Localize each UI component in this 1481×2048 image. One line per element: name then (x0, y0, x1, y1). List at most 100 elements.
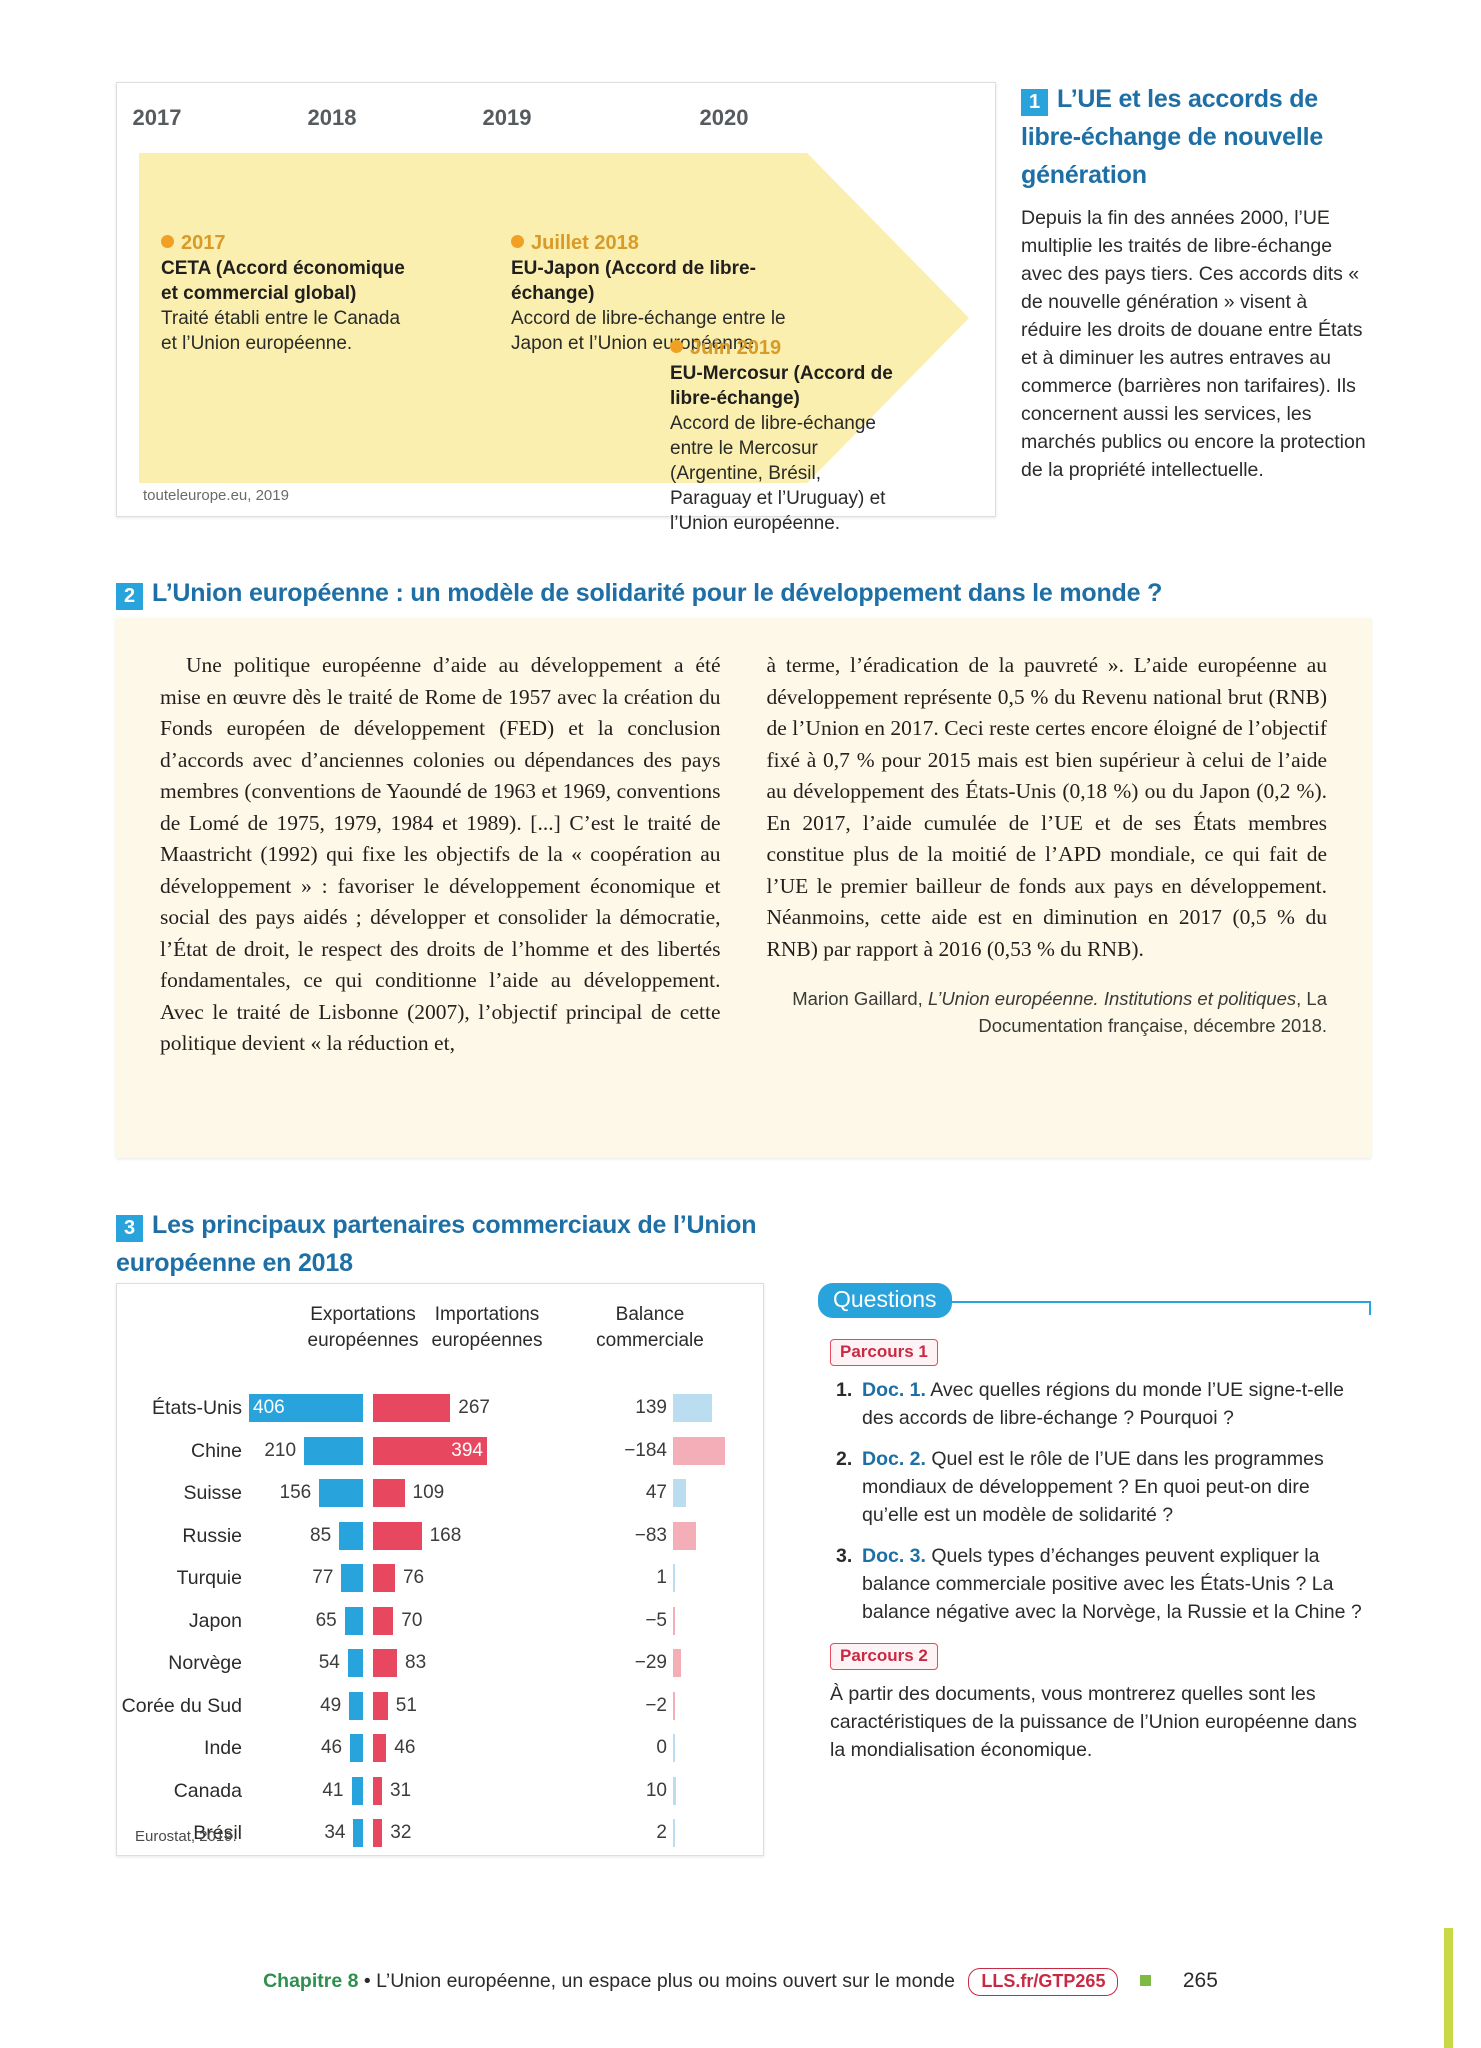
chart-header-balance: Balance commerciale (596, 1302, 704, 1354)
chart-import-value: 31 (389, 1779, 412, 1801)
chart-export-group: 210 (249, 1436, 363, 1465)
chart-row: Canada 41 31 10 (117, 1771, 763, 1814)
doc2-columns: Une politique européenne d’aide au dével… (160, 650, 1327, 1060)
doc3-heading: 3 Les principaux partenaires commerciaux … (116, 1208, 816, 1284)
parcours-2-text: À partir des documents, vous montrerez q… (830, 1683, 1357, 1761)
chart-balance-group: 47 (547, 1479, 727, 1507)
chart-balance-group: −29 (547, 1649, 727, 1677)
timeline-event-date: 2017 (181, 232, 226, 254)
questions-rule-cap (1369, 1301, 1371, 1315)
question-number: 2. (836, 1448, 853, 1470)
chart-balance-value: −29 (634, 1652, 667, 1673)
chart-export-value: 49 (320, 1694, 342, 1716)
timeline-event-eu-japon: Juillet 2018 EU-Japon (Accord de libre-é… (511, 231, 821, 356)
chart-export-group: 54 (249, 1649, 363, 1677)
timeline-band (139, 153, 969, 483)
question-item-3: 3. Doc. 3. Quels types d’échanges peuvent… (818, 1542, 1371, 1626)
chart-header-line2: commerciale (596, 1330, 704, 1351)
chart-source: Eurostat, 2019. (135, 1828, 237, 1845)
chart-export-value: 41 (322, 1779, 344, 1801)
chart-balance-group: −83 (547, 1521, 727, 1550)
chart-export-group: 34 (249, 1819, 363, 1847)
partners-bar-chart: Exportations européennes Importations eu… (116, 1283, 764, 1856)
chart-balance-group: 139 (547, 1394, 727, 1422)
chart-export-bar (347, 1649, 363, 1677)
chart-export-bar (339, 1521, 363, 1550)
chart-import-bar (373, 1479, 405, 1507)
chart-import-group: 267 (373, 1394, 490, 1422)
questions-list: 1. Doc. 1. Avec quelles régions du monde … (818, 1376, 1371, 1626)
timeline-year-axis: 2017 2018 2019 2020 (117, 105, 995, 175)
chart-import-group: 70 (373, 1606, 487, 1635)
doc2-credit: Marion Gaillard, L’Union européenne. Ins… (767, 985, 1327, 1039)
timeline-event-date: Juin 2019 (690, 337, 782, 359)
chart-balance-bar (673, 1606, 675, 1635)
chart-balance-group: −5 (547, 1606, 727, 1635)
chart-import-value: 83 (405, 1652, 427, 1673)
footer-chapter-title: L’Union européenne, un espace plus ou mo… (376, 1970, 955, 1992)
chart-export-bar (249, 1394, 363, 1422)
question-item-2: 2. Doc. 2. Quel est le rôle de l’UE dans … (818, 1445, 1371, 1529)
chart-export-value: 210 (264, 1439, 297, 1461)
question-doc-ref[interactable]: Doc. 1. (862, 1379, 926, 1401)
chart-export-group: 65 (249, 1606, 363, 1635)
question-doc-ref[interactable]: Doc. 2. (862, 1448, 926, 1470)
chart-export-group: 46 (249, 1734, 363, 1762)
chart-header-exportations: Exportations européennes (308, 1302, 419, 1354)
chart-export-group: 406 (249, 1394, 363, 1422)
parcours-2-badge: Parcours 2 (830, 1643, 938, 1670)
timeline-year-2020: 2020 (699, 105, 749, 130)
chart-import-bar (373, 1436, 487, 1465)
chart-export-value: 65 (315, 1609, 337, 1631)
chart-import-bar (373, 1564, 395, 1592)
footer-lls-code[interactable]: LLS.fr/GTP265 (968, 1968, 1119, 1996)
chart-import-bar (373, 1691, 388, 1720)
timeline-event-date: Juillet 2018 (531, 232, 639, 254)
parcours-1-badge: Parcours 1 (830, 1339, 938, 1366)
bullet-dot-icon (511, 235, 524, 248)
chart-balance-value: −184 (624, 1439, 667, 1461)
chart-balance-group: −184 (547, 1436, 727, 1465)
chart-import-bar (373, 1394, 451, 1422)
chart-import-value: 267 (458, 1397, 490, 1418)
doc2-credit-rest: , La Documentation française, décembre 2… (978, 988, 1327, 1036)
chart-export-value: 46 (320, 1737, 343, 1758)
chart-import-group: 76 (373, 1564, 487, 1592)
chart-export-value: 156 (279, 1482, 312, 1503)
chart-balance-value: 0 (656, 1737, 667, 1758)
question-text: Avec quelles régions du monde l’UE signe… (862, 1379, 1344, 1429)
chart-export-bar (351, 1776, 363, 1805)
bullet-dot-icon (161, 235, 174, 248)
chart-row: Brésil 34 32 2 (117, 1813, 763, 1856)
chart-import-group: 32 (373, 1819, 487, 1847)
question-number: 3. (836, 1545, 853, 1567)
chart-balance-bar (673, 1691, 675, 1720)
chart-balance-bar (673, 1521, 697, 1550)
chart-row-label: Brésil (193, 1822, 242, 1844)
chart-balance-value: 1 (656, 1567, 667, 1588)
chart-balance-bar (673, 1734, 675, 1762)
chart-import-group: 109 (373, 1479, 487, 1507)
chart-balance-bar (673, 1394, 713, 1422)
chart-export-bar (350, 1734, 363, 1762)
doc1-heading: 1 L’UE et les accords de libre-échange de… (1021, 82, 1371, 196)
bullet-dot-icon (670, 340, 683, 353)
chart-balance-bar (673, 1819, 675, 1847)
chart-row-label: Canada (173, 1779, 242, 1802)
timeline-year-2019: 2019 (482, 105, 532, 130)
chart-row-label: Russie (182, 1524, 242, 1547)
doc2-column-right: à terme, l’éradication de la pauvreté ».… (767, 650, 1328, 1060)
chart-header-line2: européennes (431, 1330, 543, 1351)
chart-import-group: 394 (373, 1436, 487, 1465)
doc1-number-badge: 1 (1021, 89, 1048, 117)
chart-import-bar (373, 1734, 387, 1762)
chart-export-group: 49 (249, 1691, 363, 1720)
chart-import-bar (373, 1776, 382, 1805)
chart-row: Chine 210 394 −184 (117, 1431, 763, 1474)
chart-export-group: 85 (249, 1521, 363, 1550)
chart-import-value: 76 (402, 1567, 425, 1588)
question-doc-ref[interactable]: Doc. 3. (862, 1545, 926, 1567)
question-text: Quel est le rôle de l’UE dans les progra… (862, 1448, 1324, 1526)
chart-balance-value: −2 (645, 1694, 667, 1716)
